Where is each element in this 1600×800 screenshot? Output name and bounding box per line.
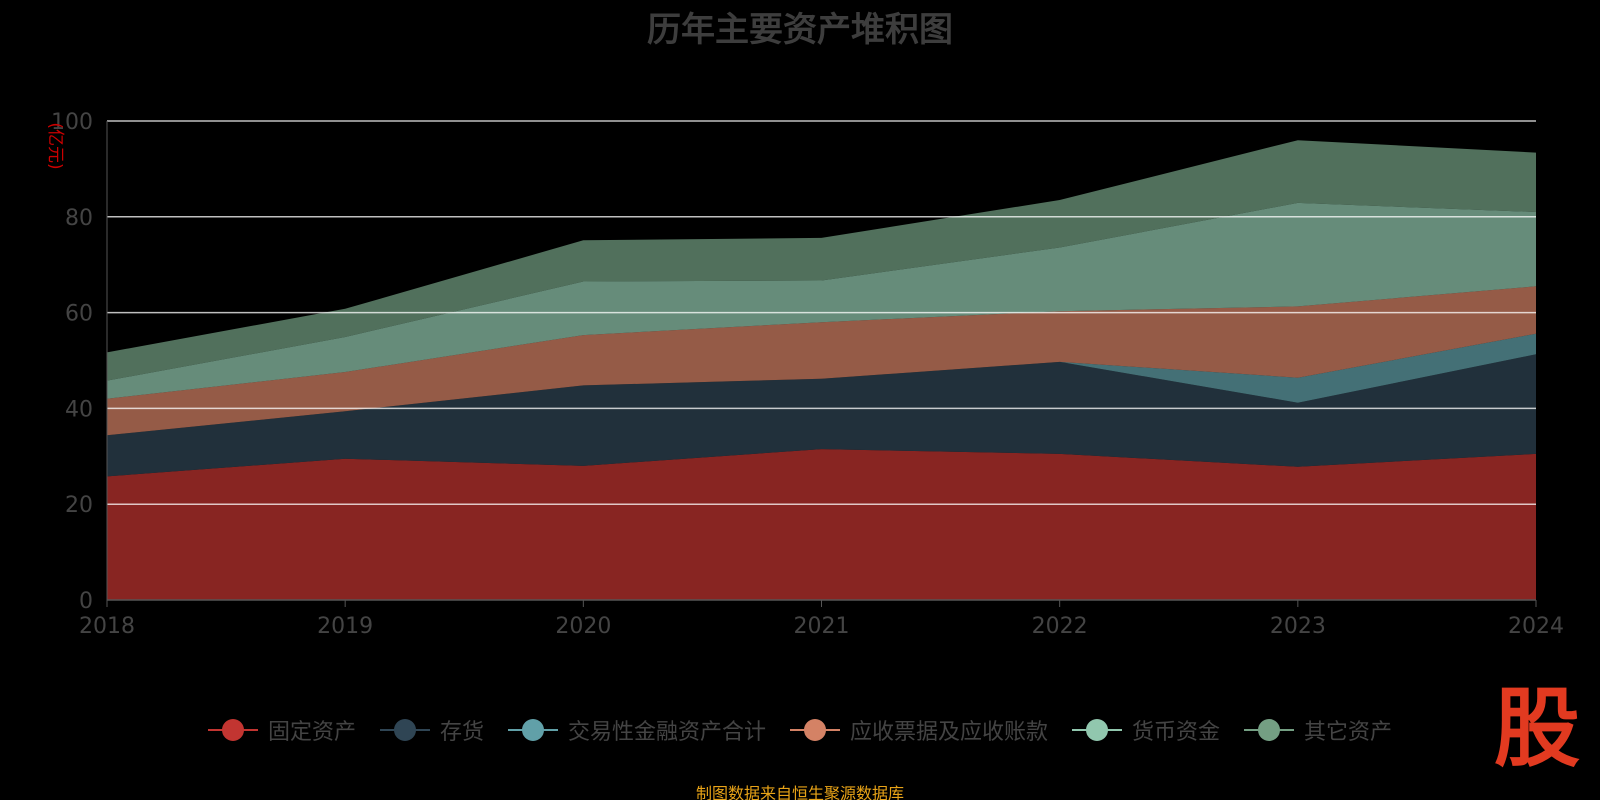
x-tick-label: 2022: [1032, 614, 1088, 639]
area-series-3: [107, 286, 1536, 436]
legend-label: 应收票据及应收账款: [850, 720, 1049, 745]
legend-marker: [507, 718, 558, 742]
area-series-5: [107, 140, 1536, 381]
legend-dot: [521, 719, 544, 741]
legend-dot: [1258, 719, 1281, 741]
legend-dot: [1086, 719, 1109, 741]
legend-item-0[interactable]: 固定资产: [207, 714, 356, 746]
y-axis-label: (亿元): [45, 122, 65, 169]
legend-marker: [207, 718, 258, 742]
legend-item-2[interactable]: 交易性金融资产合计: [507, 714, 766, 746]
grid-layer: [107, 120, 1536, 505]
legend-marker: [1244, 718, 1295, 742]
x-tick-label: 2018: [79, 614, 135, 639]
y-tick-label: 80: [65, 206, 93, 231]
area-series-1: [107, 354, 1536, 477]
y-tick-label: 60: [65, 302, 93, 327]
y-tick-label: 0: [79, 589, 93, 614]
area-series-4: [107, 202, 1536, 399]
legend-marker: [1072, 718, 1123, 742]
y-tick-label: 100: [51, 110, 93, 135]
x-tick-label: 2021: [794, 614, 850, 639]
y-tick-label: 40: [65, 397, 93, 422]
x-tick-label: 2019: [317, 614, 373, 639]
legend-dot: [221, 719, 244, 741]
x-tick-label: 2023: [1270, 614, 1326, 639]
legend-dot: [393, 719, 416, 741]
legend-label: 交易性金融资产合计: [567, 720, 766, 745]
area-series-2: [107, 333, 1536, 436]
y-tick-label: 20: [65, 493, 93, 518]
chart-legend: 固定资产 存货 交易性金融资产合计 应收票据及应收账款 货币资金 其它资产: [0, 714, 1600, 746]
legend-label: 其它资产: [1304, 720, 1393, 745]
legend-dot: [804, 719, 826, 741]
logo-mark: 股: [1494, 679, 1580, 779]
source-note: 制图数据来自恒生聚源数据库: [695, 784, 904, 800]
x-tick-label: 2024: [1508, 614, 1564, 639]
legend-item-1[interactable]: 存货: [379, 714, 484, 746]
legend-marker: [379, 718, 430, 742]
legend-marker: [790, 718, 840, 742]
x-tick-label: 2020: [555, 614, 611, 639]
chart-title: 历年主要资产堆积图: [647, 10, 953, 50]
area-layer: [107, 140, 1536, 600]
legend-label: 固定资产: [267, 720, 356, 745]
legend-item-5[interactable]: 其它资产: [1244, 714, 1392, 746]
legend-label: 存货: [439, 720, 484, 745]
legend-label: 货币资金: [1132, 720, 1221, 745]
legend-item-4[interactable]: 货币资金: [1072, 714, 1220, 746]
legend-item-3[interactable]: 应收票据及应收账款: [790, 714, 1048, 746]
area-series-0: [107, 449, 1536, 600]
